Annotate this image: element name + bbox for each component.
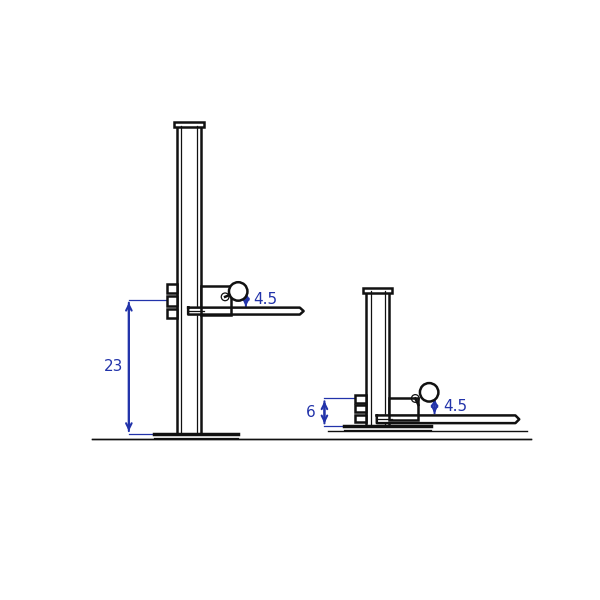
Circle shape <box>420 383 439 401</box>
Bar <box>366 292 389 426</box>
Bar <box>355 395 366 403</box>
Text: 4.5: 4.5 <box>253 292 277 307</box>
Text: 6: 6 <box>306 405 316 420</box>
Bar <box>363 287 392 293</box>
Bar <box>176 126 201 434</box>
Polygon shape <box>188 308 304 314</box>
Circle shape <box>229 282 247 301</box>
Bar <box>167 284 176 293</box>
Bar <box>355 405 366 412</box>
Text: 23: 23 <box>104 359 123 374</box>
Bar <box>201 286 230 314</box>
Bar <box>389 398 418 420</box>
Polygon shape <box>377 415 519 423</box>
Text: 4.5: 4.5 <box>443 398 467 413</box>
Bar <box>173 122 205 127</box>
Bar <box>167 296 176 305</box>
Bar <box>167 308 176 319</box>
Bar <box>355 415 366 422</box>
